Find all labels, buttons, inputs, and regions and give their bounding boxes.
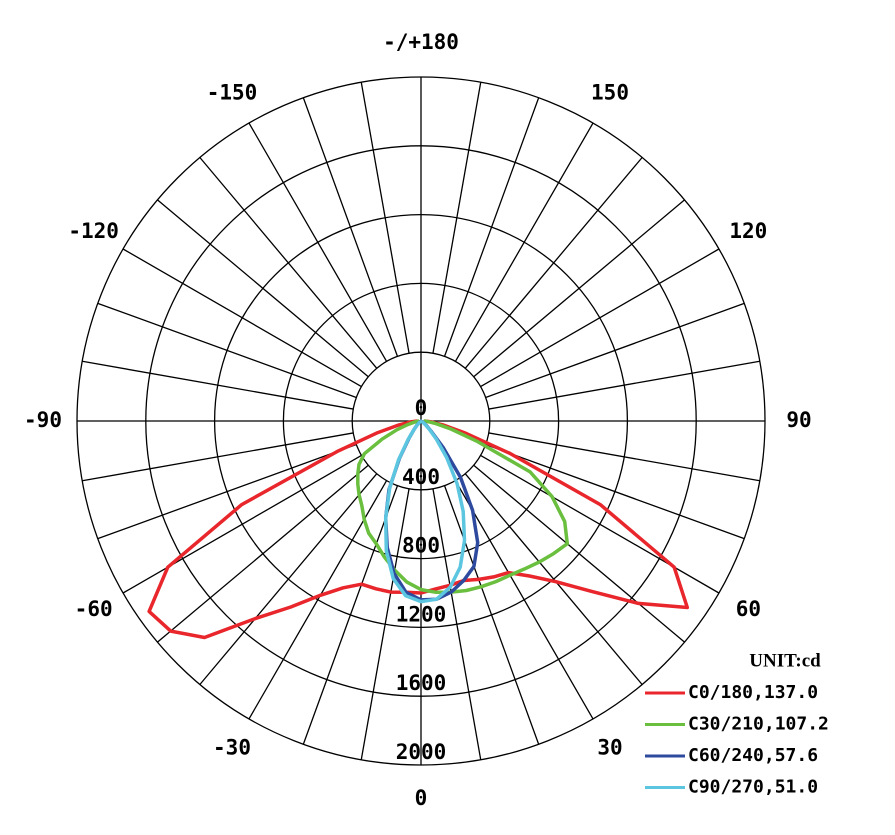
- angle-tick-label: 120: [729, 219, 767, 243]
- legend-label: C60/240,57.6: [688, 745, 818, 766]
- radial-tick-label: 1600: [396, 671, 447, 695]
- legend-label: C0/180,137.0: [688, 682, 818, 703]
- radial-tick-label: 0: [415, 396, 428, 420]
- grid-ring: [282, 282, 560, 560]
- legend-label: C90/270,51.0: [688, 777, 818, 798]
- angle-tick-label: -60: [75, 597, 113, 621]
- grid-ring: [145, 145, 697, 697]
- grid-ring: [76, 76, 766, 766]
- angle-tick-label: 90: [786, 408, 811, 432]
- radial-tick-label: 2000: [396, 740, 447, 764]
- radial-tick-label: 400: [402, 465, 440, 489]
- angle-tick-label: -90: [24, 408, 62, 432]
- angle-tick-label: -30: [213, 735, 251, 759]
- grid-ring: [351, 351, 491, 491]
- legend-label: C30/210,107.2: [688, 714, 829, 735]
- angle-tick-label: 30: [597, 735, 622, 759]
- legend-title: UNIT:cd: [749, 650, 821, 671]
- angle-tick-label: -/+180: [383, 30, 459, 54]
- grid-ring: [213, 213, 629, 629]
- angle-tick-label: 0: [415, 786, 428, 810]
- angle-tick-label: 60: [736, 597, 761, 621]
- series-line: [147, 419, 690, 640]
- angle-tick-label: -150: [207, 81, 258, 105]
- series-line: [356, 419, 570, 595]
- radial-tick-label: 1200: [396, 602, 447, 626]
- angle-tick-label: 150: [591, 81, 629, 105]
- radial-tick-label: 800: [402, 534, 440, 558]
- series-line: [383, 419, 467, 604]
- angle-tick-label: -120: [68, 219, 119, 243]
